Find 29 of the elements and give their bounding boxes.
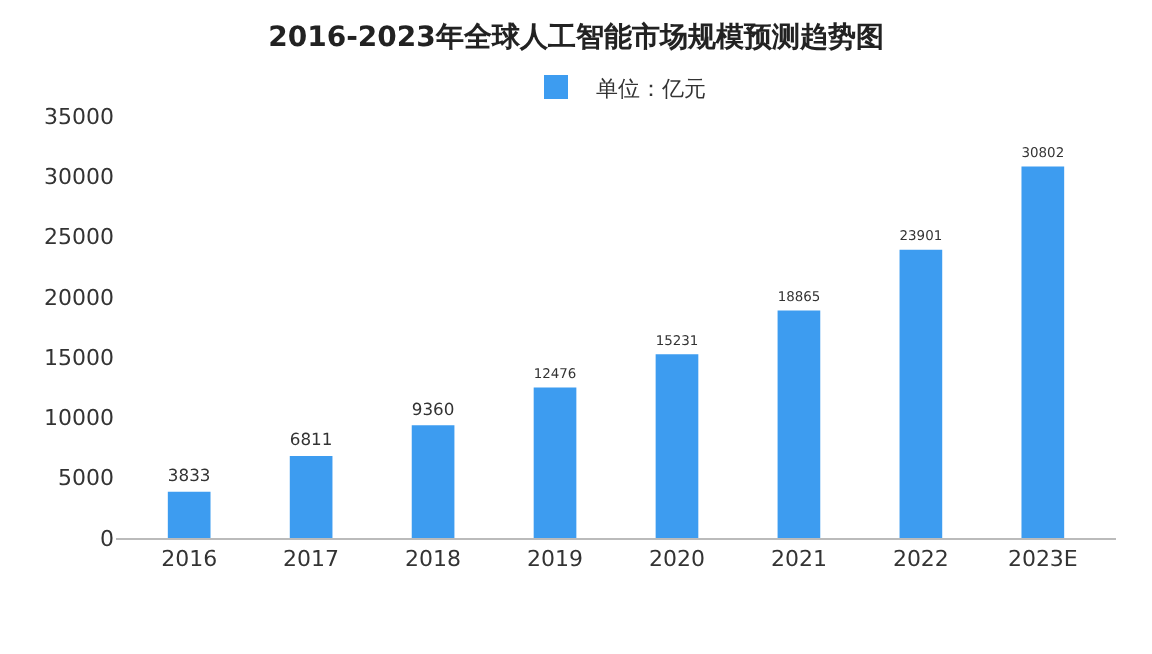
x-tick-label: 2021 <box>770 546 827 573</box>
bar <box>167 491 211 538</box>
y-tick-label: 20000 <box>44 284 114 311</box>
bar <box>289 455 333 538</box>
x-tick-label: 2022 <box>892 546 949 573</box>
y-tick-label: 5000 <box>58 465 114 492</box>
x-tick-label: 2017 <box>283 546 340 573</box>
bar <box>1021 166 1065 538</box>
x-tick-label: 2020 <box>648 546 705 573</box>
bar <box>533 387 577 538</box>
y-tick-label: 35000 <box>44 103 114 130</box>
y-tick-label: 30000 <box>44 163 114 190</box>
y-tick-label: 10000 <box>44 405 114 432</box>
y-tick-label: 25000 <box>44 224 114 251</box>
y-tick-label: 0 <box>100 525 114 552</box>
x-tick-label: 2016 <box>161 546 218 573</box>
legend-label: 单位：亿元 <box>596 75 706 102</box>
data-label: 3833 <box>167 465 211 486</box>
bar <box>777 310 821 538</box>
bar <box>411 425 455 538</box>
x-tick-label: 2018 <box>405 546 462 573</box>
data-label: 9360 <box>411 398 455 419</box>
x-tick-label: 2019 <box>527 546 584 573</box>
bar <box>655 354 699 538</box>
x-tick-label: 2023E <box>1007 546 1078 573</box>
y-tick-label: 15000 <box>44 344 114 371</box>
bar <box>899 249 943 538</box>
data-label: 6811 <box>289 429 333 450</box>
chart-title: 2016-2023年全球人工智能市场规模预测趋势图 <box>268 19 884 54</box>
